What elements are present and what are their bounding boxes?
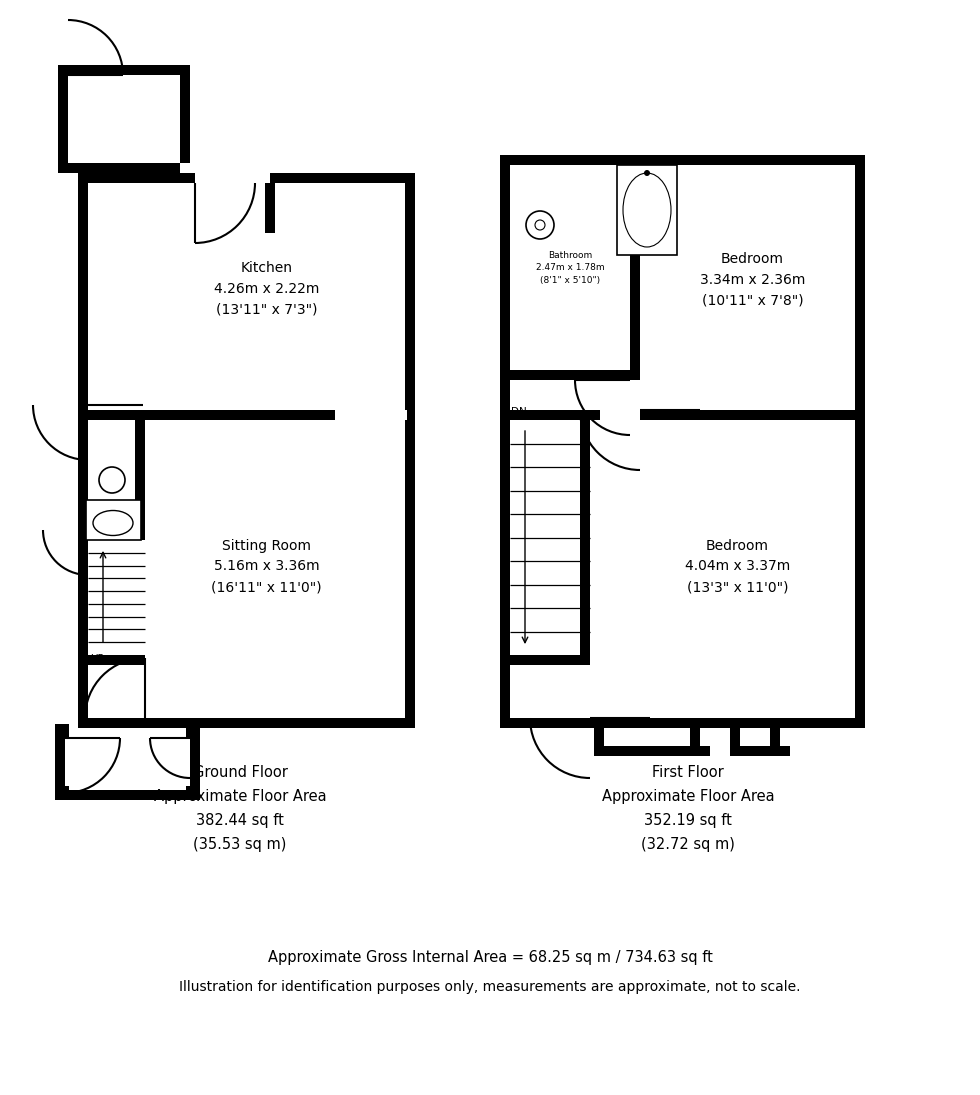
- Ellipse shape: [93, 510, 133, 535]
- Text: UP: UP: [90, 654, 104, 664]
- Bar: [594, 728, 604, 756]
- Bar: [55, 786, 69, 800]
- Bar: [500, 155, 510, 728]
- Bar: [86, 500, 141, 540]
- Bar: [88, 410, 405, 420]
- Bar: [594, 746, 710, 756]
- Bar: [78, 173, 88, 728]
- Bar: [500, 718, 865, 728]
- Bar: [510, 370, 640, 380]
- Bar: [690, 728, 700, 756]
- Bar: [86, 500, 141, 540]
- Bar: [186, 786, 200, 800]
- Text: Illustration for identification purposes only, measurements are approximate, not: Illustration for identification purposes…: [179, 980, 801, 994]
- Bar: [500, 155, 865, 165]
- Bar: [55, 789, 200, 800]
- Bar: [335, 410, 407, 420]
- Bar: [135, 410, 145, 540]
- Bar: [730, 746, 790, 756]
- Bar: [770, 728, 780, 756]
- Bar: [855, 155, 865, 728]
- Bar: [180, 65, 190, 173]
- Bar: [617, 165, 677, 255]
- Text: Sitting Room
5.16m x 3.36m
(16'11" x 11'0"): Sitting Room 5.16m x 3.36m (16'11" x 11'…: [211, 539, 321, 595]
- Bar: [510, 655, 590, 665]
- Text: Approximate Gross Internal Area = 68.25 sq m / 734.63 sq ft: Approximate Gross Internal Area = 68.25 …: [268, 950, 712, 965]
- Text: Kitchen
4.26m x 2.22m
(13'11" x 7'3"): Kitchen 4.26m x 2.22m (13'11" x 7'3"): [214, 262, 319, 316]
- Text: DN: DN: [511, 407, 527, 417]
- Bar: [500, 410, 600, 420]
- Bar: [68, 163, 180, 173]
- Text: Ground Floor
Approximate Floor Area
382.44 sq ft
(35.53 sq m): Ground Floor Approximate Floor Area 382.…: [154, 765, 326, 852]
- Bar: [88, 655, 145, 665]
- Ellipse shape: [623, 173, 671, 247]
- Bar: [640, 410, 855, 420]
- Text: Bedroom
4.04m x 3.37m
(13'3" x 11'0"): Bedroom 4.04m x 3.37m (13'3" x 11'0"): [685, 539, 790, 595]
- Bar: [195, 173, 270, 183]
- Bar: [78, 173, 415, 183]
- Bar: [180, 163, 190, 173]
- Bar: [78, 530, 145, 540]
- Bar: [265, 223, 275, 233]
- Bar: [265, 183, 275, 223]
- Bar: [186, 724, 200, 738]
- Bar: [78, 718, 415, 728]
- Bar: [55, 728, 65, 800]
- Circle shape: [644, 170, 650, 176]
- Bar: [405, 173, 415, 728]
- Circle shape: [535, 220, 545, 230]
- Text: Bedroom
3.34m x 2.36m
(10'11" x 7'8"): Bedroom 3.34m x 2.36m (10'11" x 7'8"): [700, 253, 806, 308]
- Bar: [580, 420, 590, 665]
- Bar: [55, 724, 69, 738]
- Circle shape: [99, 466, 125, 493]
- Bar: [730, 728, 740, 756]
- Circle shape: [526, 211, 554, 239]
- Bar: [58, 65, 68, 173]
- Bar: [58, 65, 190, 74]
- Bar: [630, 155, 640, 380]
- Text: Bathroom
2.47m x 1.78m
(8'1" x 5'10"): Bathroom 2.47m x 1.78m (8'1" x 5'10"): [536, 251, 605, 285]
- Bar: [78, 410, 145, 420]
- Bar: [190, 728, 200, 800]
- Text: First Floor
Approximate Floor Area
352.19 sq ft
(32.72 sq m): First Floor Approximate Floor Area 352.1…: [602, 765, 774, 852]
